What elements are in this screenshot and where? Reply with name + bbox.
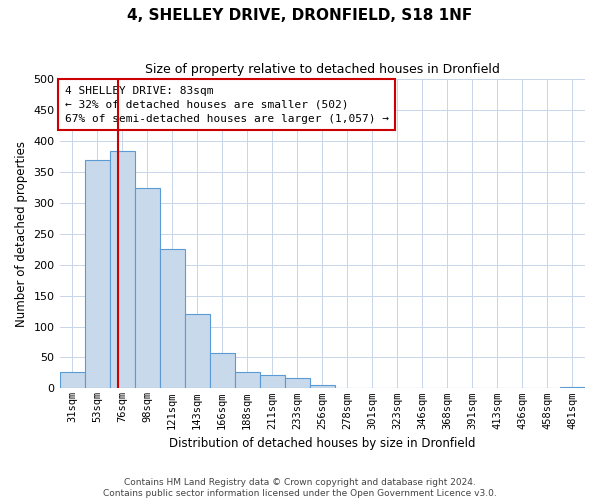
Text: 4, SHELLEY DRIVE, DRONFIELD, S18 1NF: 4, SHELLEY DRIVE, DRONFIELD, S18 1NF: [127, 8, 473, 22]
Bar: [160, 250, 185, 388]
Text: Contains HM Land Registry data © Crown copyright and database right 2024.
Contai: Contains HM Land Registry data © Crown c…: [103, 478, 497, 498]
Bar: [59, 372, 85, 388]
Bar: [85, 160, 110, 388]
Bar: [185, 314, 209, 388]
Bar: [260, 375, 285, 388]
Bar: [209, 352, 235, 388]
Bar: [560, 387, 585, 388]
X-axis label: Distribution of detached houses by size in Dronfield: Distribution of detached houses by size …: [169, 437, 476, 450]
Y-axis label: Number of detached properties: Number of detached properties: [15, 141, 28, 327]
Bar: [310, 384, 335, 388]
Bar: [235, 372, 260, 388]
Title: Size of property relative to detached houses in Dronfield: Size of property relative to detached ho…: [145, 62, 500, 76]
Bar: [134, 188, 160, 388]
Bar: [110, 150, 134, 388]
Bar: [285, 378, 310, 388]
Text: 4 SHELLEY DRIVE: 83sqm
← 32% of detached houses are smaller (502)
67% of semi-de: 4 SHELLEY DRIVE: 83sqm ← 32% of detached…: [65, 86, 389, 124]
